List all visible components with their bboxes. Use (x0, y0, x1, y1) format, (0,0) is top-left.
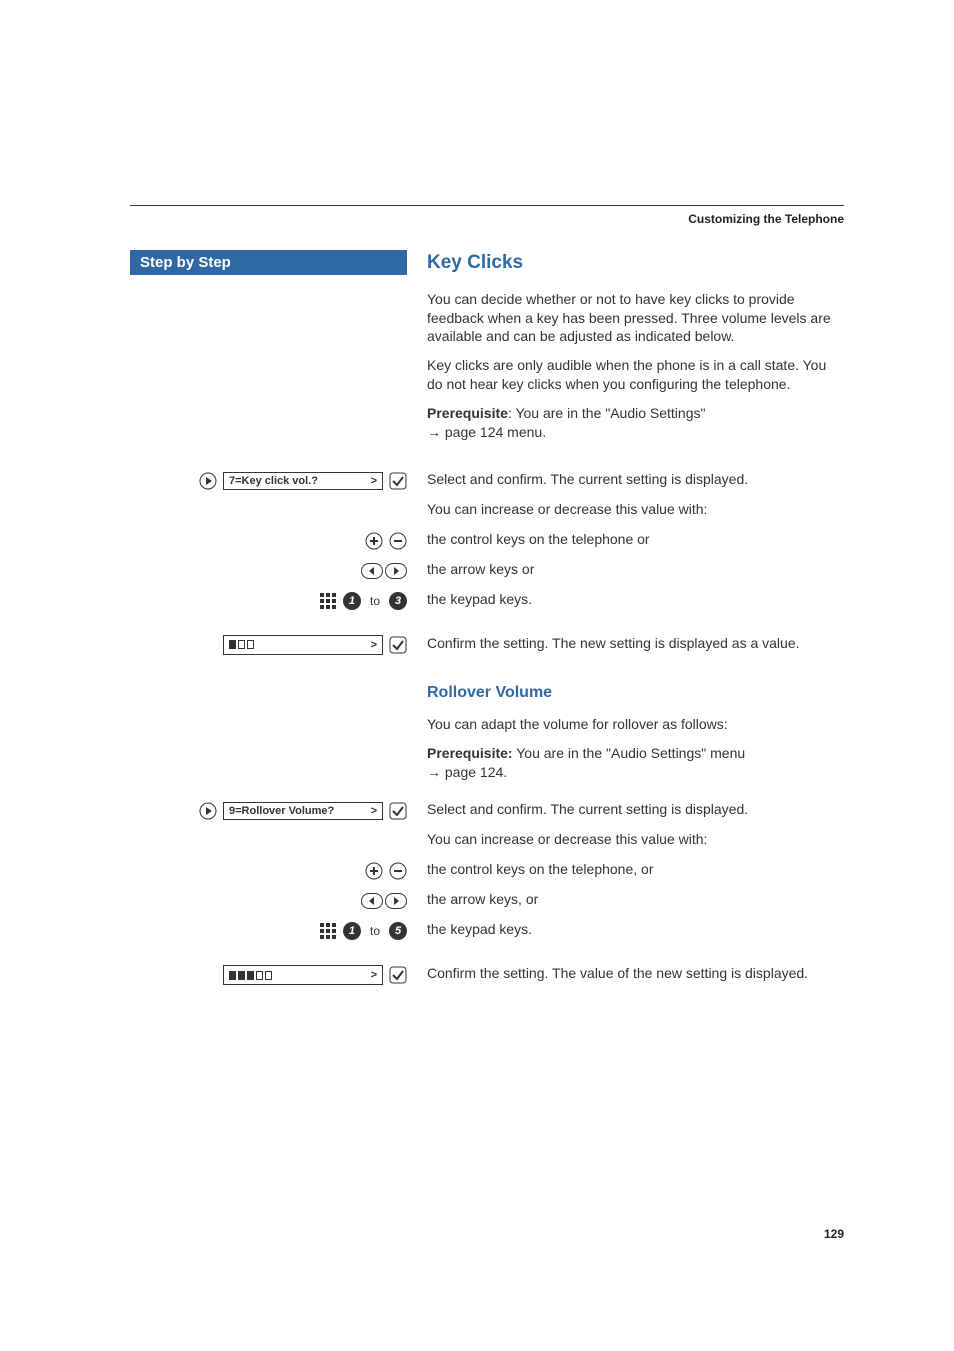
arrow-right-key-icon (385, 563, 407, 579)
keypad-num-from: 1 (343, 922, 361, 940)
page-number: 129 (824, 1227, 844, 1241)
prereq-text: : You are in the "Audio Settings" (508, 405, 706, 421)
increase-decrease-text: You can increase or decrease this value … (407, 500, 844, 519)
arrow-keys-text: the arrow keys or (407, 560, 844, 579)
keypad-num-from: 1 (343, 592, 361, 610)
level-confirm-row: > (130, 964, 407, 986)
keypad-icon (319, 592, 337, 610)
control-keys-text: the control keys on the telephone or (407, 530, 844, 549)
confirm-setting-text: Confirm the setting. The value of the ne… (407, 964, 844, 983)
keypad-num-to: 3 (389, 592, 407, 610)
page: Customizing the Telephone Step by Step K… (0, 0, 954, 1351)
level-indicator-1: > (223, 635, 383, 655)
menu-rollover-volume: 9=Rollover Volume? > (223, 802, 383, 820)
arrow-right-icon: → (427, 764, 441, 780)
menu-key-click-vol: 7=Key click vol.? > (223, 472, 383, 490)
control-keys-row (130, 530, 407, 552)
level-bar (229, 640, 236, 649)
key-clicks-desc-1: You can decide whether or not to have ke… (427, 290, 844, 347)
prereq-label: Prerequisite: (427, 745, 513, 761)
confirm-icon (389, 802, 407, 820)
arrow-keys-text: the arrow keys, or (407, 890, 844, 909)
level-bar (238, 640, 245, 649)
key-clicks-desc-2: Key clicks are only audible when the pho… (427, 356, 844, 394)
level-bar (229, 971, 236, 980)
arrow-right-key-icon (385, 893, 407, 909)
menu-gt: > (371, 475, 377, 487)
plus-key-icon (365, 862, 383, 880)
select-icon (199, 802, 217, 820)
level-indicator-2: > (223, 965, 383, 985)
keypad-keys-text: the keypad keys. (407, 920, 844, 939)
level-bar (256, 971, 263, 980)
level-bar (247, 640, 254, 649)
arrow-keys-row (130, 890, 407, 912)
increase-decrease-text: You can increase or decrease this value … (407, 830, 844, 849)
level-gt: > (371, 639, 377, 651)
level-gt: > (371, 969, 377, 981)
section-rollover-title: Rollover Volume (427, 682, 844, 704)
section-key-clicks-title: Key Clicks (427, 250, 844, 276)
level-bar (238, 971, 245, 980)
prereq-text: You are in the "Audio Settings" menu (513, 745, 746, 761)
prereq-label: Prerequisite (427, 405, 508, 421)
select-confirm-text: Select and confirm. The current setting … (407, 470, 844, 489)
rollover-prereq: Prerequisite: You are in the "Audio Sett… (427, 744, 844, 782)
key-clicks-prereq: Prerequisite: You are in the "Audio Sett… (427, 404, 844, 442)
step-by-step-header: Step by Step (130, 250, 407, 275)
keypad-keys-row: 1 to 5 (130, 920, 407, 942)
prereq-ref: page 124 menu. (445, 424, 546, 440)
top-rule (130, 205, 844, 206)
menu-label: 7=Key click vol.? (229, 475, 318, 487)
keypad-keys-row: 1 to 3 (130, 590, 407, 612)
select-icon (199, 472, 217, 490)
right-column: Key Clicks You can decide whether or not… (407, 250, 844, 452)
arrow-left-key-icon (361, 893, 383, 909)
prereq-ref: page 124. (445, 764, 507, 780)
arrow-keys-row (130, 560, 407, 582)
keypad-keys-text: the keypad keys. (407, 590, 844, 609)
select-confirm-text: Select and confirm. The current setting … (407, 800, 844, 819)
menu-label: 9=Rollover Volume? (229, 805, 334, 817)
minus-key-icon (389, 532, 407, 550)
keypad-num-to: 5 (389, 922, 407, 940)
level-bars (229, 640, 254, 649)
rollover-desc: You can adapt the volume for rollover as… (427, 715, 844, 734)
keypad-to-word: to (370, 924, 380, 938)
level-bar (265, 971, 272, 980)
confirm-setting-text: Confirm the setting. The new setting is … (407, 634, 844, 653)
plus-key-icon (365, 532, 383, 550)
arrow-right-icon: → (427, 424, 441, 440)
level-confirm-row: > (130, 634, 407, 656)
confirm-icon (389, 472, 407, 490)
level-bar (247, 971, 254, 980)
confirm-icon (389, 636, 407, 654)
menu-gt: > (371, 805, 377, 817)
arrow-left-key-icon (361, 563, 383, 579)
minus-key-icon (389, 862, 407, 880)
confirm-icon (389, 966, 407, 984)
keypad-to-word: to (370, 594, 380, 608)
menu-select-row: 9=Rollover Volume? > (130, 800, 407, 822)
running-head: Customizing the Telephone (130, 212, 844, 226)
left-column: Step by Step (130, 250, 407, 275)
control-keys-row (130, 860, 407, 882)
keypad-icon (319, 922, 337, 940)
control-keys-text: the control keys on the telephone, or (407, 860, 844, 879)
menu-select-row: 7=Key click vol.? > (130, 470, 407, 492)
level-bars (229, 971, 272, 980)
